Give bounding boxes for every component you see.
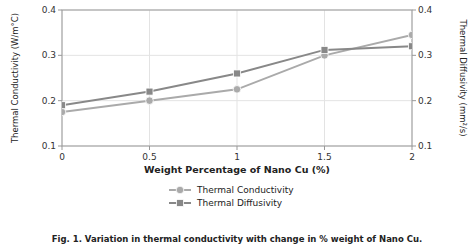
plot-frame xyxy=(62,10,412,146)
axes: 00.511.520.10.20.30.40.10.20.30.4 xyxy=(42,5,433,162)
y2-tick-label: 0.4 xyxy=(418,5,433,15)
y-tick xyxy=(58,100,62,101)
legend-label: Thermal Conductivity xyxy=(196,185,294,195)
chart: 00.511.520.10.20.30.40.10.20.30.4Weight … xyxy=(0,0,474,250)
grid-line-x xyxy=(324,10,325,146)
x-tick xyxy=(412,146,413,150)
legend-swatch-marker xyxy=(177,200,184,207)
series-point xyxy=(234,70,241,77)
y-axis-label: Thermal Conductivity (W/m°C) xyxy=(10,13,20,144)
series-point xyxy=(321,46,328,53)
y2-tick xyxy=(412,146,416,147)
series-point xyxy=(409,43,413,50)
grid-line-x xyxy=(149,10,150,146)
y-tick xyxy=(58,55,62,56)
x-tick xyxy=(237,146,238,150)
y2-tick-label: 0.3 xyxy=(418,50,432,60)
plot-data xyxy=(62,31,412,116)
y2-tick xyxy=(412,100,416,101)
grid-line-y xyxy=(62,55,412,56)
y2-tick xyxy=(412,55,416,56)
y2-tick-label: 0.2 xyxy=(418,96,432,106)
y-tick xyxy=(58,10,62,11)
caption: Fig. 1. Variation in thermal conductivit… xyxy=(52,234,423,244)
series-point xyxy=(408,31,412,39)
series-line xyxy=(62,46,412,105)
grid-line-y xyxy=(62,100,412,101)
x-tick-label: 1.5 xyxy=(317,152,331,162)
x-tick-label: 0.5 xyxy=(142,152,156,162)
x-tick xyxy=(324,146,325,150)
y2-tick xyxy=(412,10,416,11)
grid-line-x xyxy=(237,10,238,146)
x-tick-label: 1 xyxy=(234,152,240,162)
series-point xyxy=(62,102,66,109)
grid xyxy=(62,10,412,146)
series-point xyxy=(62,108,66,116)
y2-tick-label: 0.1 xyxy=(418,141,432,151)
legend: Thermal Conductivity Thermal Diffusivity xyxy=(169,185,294,208)
series-point xyxy=(146,88,153,95)
x-tick-label: 0 xyxy=(59,152,65,162)
y2-axis-label: Thermal Diffusivity (mm²/s) xyxy=(458,19,468,137)
series-point xyxy=(233,86,241,94)
y-tick-label: 0.3 xyxy=(42,50,56,60)
x-tick xyxy=(149,146,150,150)
y-tick-label: 0.4 xyxy=(42,5,57,15)
series-point xyxy=(146,97,154,105)
x-tick-label: 2 xyxy=(409,152,415,162)
series-line xyxy=(62,35,412,112)
legend-swatch-marker xyxy=(176,186,184,194)
y-tick xyxy=(58,146,62,147)
y-tick-label: 0.1 xyxy=(42,141,56,151)
y-tick-label: 0.2 xyxy=(42,96,56,106)
x-tick xyxy=(62,146,63,150)
legend-label: Thermal Diffusivity xyxy=(196,198,283,208)
x-axis-label: Weight Percentage of Nano Cu (%) xyxy=(144,164,330,175)
